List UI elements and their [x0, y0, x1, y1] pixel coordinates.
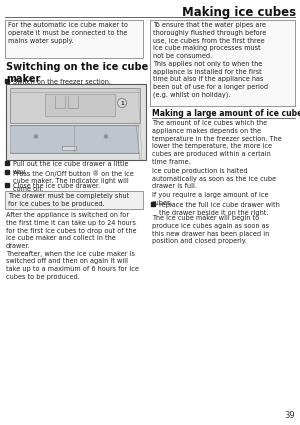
Text: Switch on the freezer section.: Switch on the freezer section. [13, 79, 111, 85]
Text: ❅: ❅ [32, 134, 38, 140]
Text: Making a large amount of ice cubes: Making a large amount of ice cubes [152, 109, 300, 118]
Circle shape [118, 99, 127, 108]
FancyBboxPatch shape [5, 20, 143, 58]
Text: To ensure that the water pipes are
thoroughly flushed through before
use, ice cu: To ensure that the water pipes are thoro… [153, 22, 268, 98]
FancyBboxPatch shape [62, 146, 76, 150]
Text: If you require a large amount of ice
cubes,: If you require a large amount of ice cub… [152, 192, 268, 206]
Text: Making ice cubes: Making ice cubes [182, 6, 296, 19]
FancyBboxPatch shape [10, 125, 138, 153]
Text: 1: 1 [120, 100, 124, 105]
Text: The drawer must be completely shut
for ice cubes to be produced.: The drawer must be completely shut for i… [8, 193, 129, 207]
Text: For the automatic ice cube maker to
operate it must be connected to the
mains wa: For the automatic ice cube maker to oper… [8, 22, 128, 43]
FancyBboxPatch shape [5, 191, 143, 209]
Text: Press the On/Off button ® on the ice
cube maker. The indicator light will
come o: Press the On/Off button ® on the ice cub… [13, 170, 134, 192]
FancyBboxPatch shape [6, 84, 146, 160]
Text: Pull out the ice cube drawer a little
way.: Pull out the ice cube drawer a little wa… [13, 161, 128, 175]
Text: Close the ice cube drawer.: Close the ice cube drawer. [13, 183, 100, 189]
Text: Ice cube production is halted
automatically as soon as the ice cube
drawer is fu: Ice cube production is halted automatica… [152, 168, 276, 190]
FancyBboxPatch shape [150, 20, 295, 106]
Text: replace the full ice cube drawer with
the drawer beside it on the right.: replace the full ice cube drawer with th… [159, 202, 280, 216]
Text: After the appliance is switched on for
the first time it can take up to 24 hours: After the appliance is switched on for t… [6, 212, 139, 280]
Text: 39: 39 [284, 411, 295, 420]
FancyBboxPatch shape [10, 88, 140, 123]
FancyBboxPatch shape [45, 94, 115, 116]
Text: The amount of ice cubes which the
appliance makes depends on the
temperature in : The amount of ice cubes which the applia… [152, 120, 282, 165]
Text: The ice cube maker will begin to
produce ice cubes again as soon as
this new dra: The ice cube maker will begin to produce… [152, 215, 269, 244]
Text: ❅: ❅ [102, 134, 108, 140]
Text: Switching on the ice cube
maker: Switching on the ice cube maker [6, 62, 148, 84]
